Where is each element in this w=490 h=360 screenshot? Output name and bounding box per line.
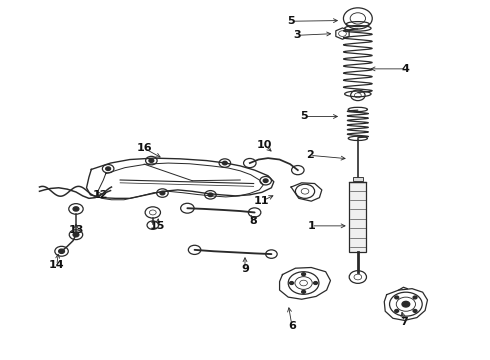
Circle shape: [59, 249, 65, 253]
Text: 3: 3: [293, 30, 301, 40]
Circle shape: [222, 161, 227, 165]
Circle shape: [395, 296, 399, 299]
Circle shape: [73, 233, 79, 237]
Text: 11: 11: [254, 196, 270, 206]
Circle shape: [160, 191, 165, 195]
Circle shape: [73, 207, 79, 211]
Text: 10: 10: [257, 140, 272, 150]
Circle shape: [149, 159, 154, 162]
Text: 7: 7: [400, 317, 408, 327]
Text: 12: 12: [92, 190, 108, 200]
Text: 1: 1: [307, 221, 315, 231]
Bar: [353, 177, 363, 181]
Text: 4: 4: [402, 64, 410, 74]
Text: 6: 6: [288, 321, 296, 332]
Text: 13: 13: [68, 225, 84, 235]
Circle shape: [302, 273, 305, 276]
Circle shape: [395, 310, 399, 312]
Circle shape: [290, 282, 294, 284]
Circle shape: [302, 291, 305, 293]
Circle shape: [402, 301, 410, 307]
Text: 15: 15: [150, 221, 165, 231]
Text: 2: 2: [306, 150, 314, 160]
Text: 14: 14: [49, 260, 65, 270]
Text: 9: 9: [241, 264, 249, 274]
Circle shape: [208, 193, 213, 197]
Circle shape: [413, 296, 417, 299]
Text: 8: 8: [250, 216, 258, 226]
Text: 16: 16: [136, 143, 152, 153]
Circle shape: [413, 310, 417, 312]
Text: 5: 5: [300, 112, 307, 121]
Text: 5: 5: [287, 16, 294, 26]
Circle shape: [263, 179, 268, 183]
Circle shape: [314, 282, 318, 284]
Bar: [349, 183, 367, 252]
Circle shape: [106, 167, 111, 171]
